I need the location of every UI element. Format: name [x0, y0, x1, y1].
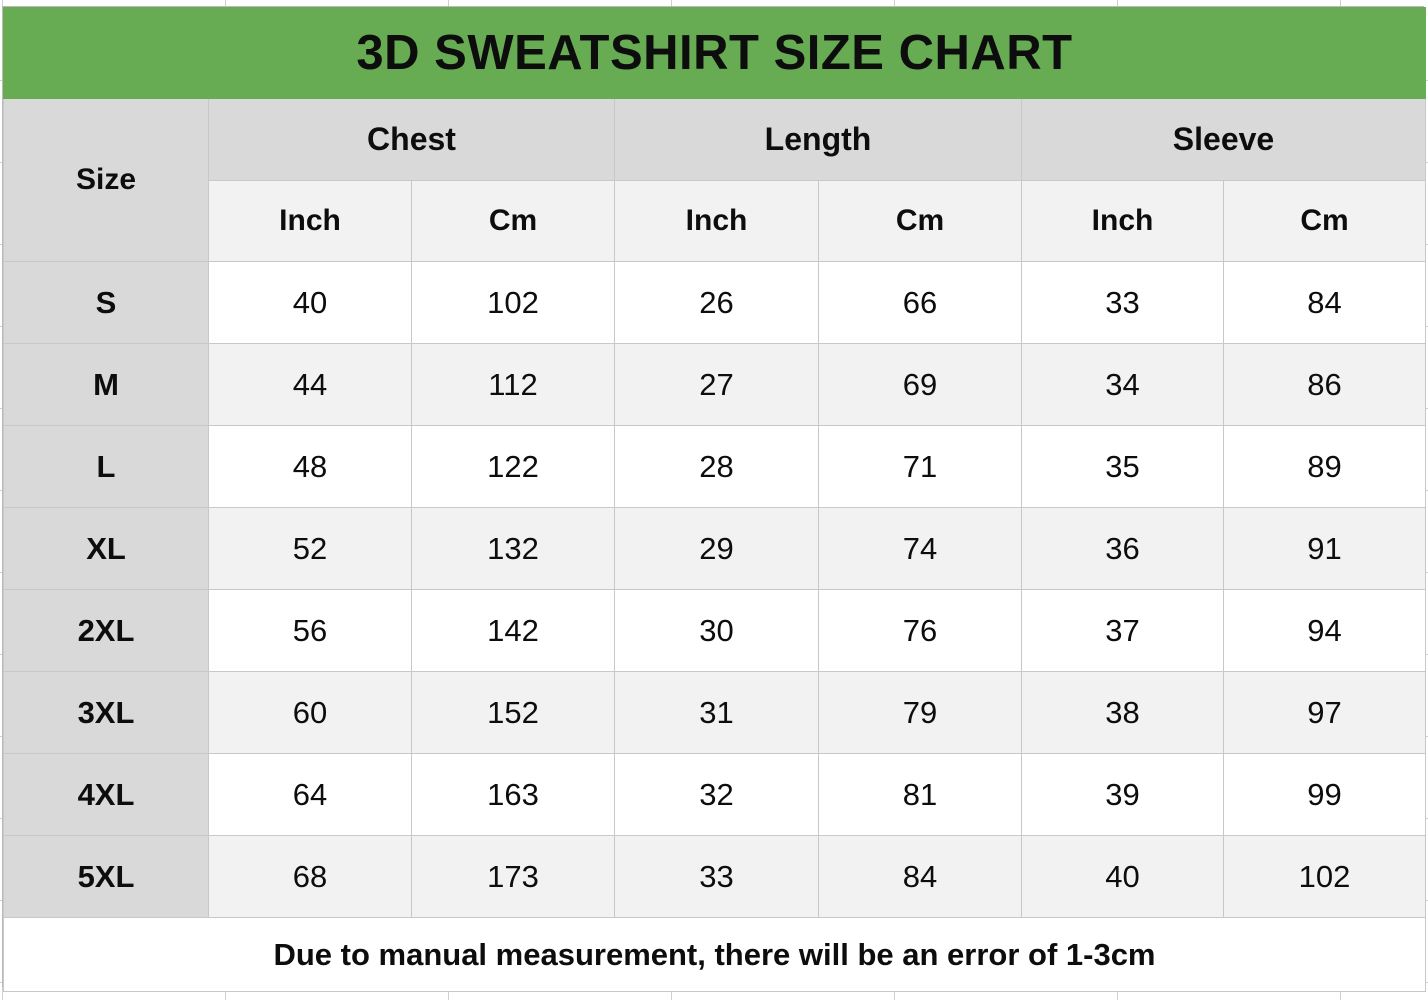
- table-footer: Due to manual measurement, there will be…: [3, 917, 1426, 992]
- cell-sleeve-inch: 38: [1021, 671, 1224, 754]
- unit-header-chest-cm: Cm: [411, 180, 615, 262]
- cell-length-inch: 28: [614, 425, 819, 508]
- cell-length-cm: 66: [818, 261, 1022, 344]
- table-row: 5XL 68 173 33 84 40 102: [3, 835, 1426, 918]
- chart-title: 3D SWEATSHIRT SIZE CHART: [3, 7, 1426, 99]
- cell-length-cm: 71: [818, 425, 1022, 508]
- table-row: XL 52 132 29 74 36 91: [3, 507, 1426, 590]
- cell-length-cm: 76: [818, 589, 1022, 672]
- cell-sleeve-inch: 34: [1021, 343, 1224, 426]
- cell-chest-cm: 112: [411, 343, 615, 426]
- unit-header-length-cm: Cm: [818, 180, 1022, 262]
- size-label-l: L: [3, 425, 209, 508]
- cell-length-inch: 33: [614, 835, 819, 918]
- cell-chest-inch: 52: [208, 507, 412, 590]
- cell-sleeve-cm: 91: [1223, 507, 1426, 590]
- table-row: M 44 112 27 69 34 86: [3, 343, 1426, 426]
- cell-length-inch: 32: [614, 753, 819, 836]
- cell-chest-inch: 64: [208, 753, 412, 836]
- size-label-4xl: 4XL: [3, 753, 209, 836]
- cell-sleeve-cm: 102: [1223, 835, 1426, 918]
- cell-chest-inch: 44: [208, 343, 412, 426]
- measurement-note: Due to manual measurement, there will be…: [3, 917, 1426, 992]
- note-row: Due to manual measurement, there will be…: [3, 917, 1426, 992]
- unit-header-chest-inch: Inch: [208, 180, 412, 262]
- cell-sleeve-inch: 35: [1021, 425, 1224, 508]
- cell-chest-cm: 142: [411, 589, 615, 672]
- unit-header-sleeve-cm: Cm: [1223, 180, 1426, 262]
- size-label-5xl: 5XL: [3, 835, 209, 918]
- cell-chest-inch: 40: [208, 261, 412, 344]
- cell-sleeve-cm: 86: [1223, 343, 1426, 426]
- size-label-xl: XL: [3, 507, 209, 590]
- unit-header-length-inch: Inch: [614, 180, 819, 262]
- cell-sleeve-cm: 84: [1223, 261, 1426, 344]
- cell-sleeve-inch: 36: [1021, 507, 1224, 590]
- cell-length-cm: 74: [818, 507, 1022, 590]
- cell-chest-inch: 68: [208, 835, 412, 918]
- unit-header-row: Inch Cm Inch Cm Inch Cm: [4, 180, 1426, 262]
- cell-length-inch: 26: [614, 261, 819, 344]
- cell-length-inch: 29: [614, 507, 819, 590]
- cell-sleeve-cm: 94: [1223, 589, 1426, 672]
- title-row: 3D SWEATSHIRT SIZE CHART: [3, 7, 1426, 99]
- cell-length-cm: 84: [818, 835, 1022, 918]
- cell-chest-inch: 60: [208, 671, 412, 754]
- cell-chest-cm: 132: [411, 507, 615, 590]
- unit-header-sleeve-inch: Inch: [1021, 180, 1224, 262]
- cell-sleeve-inch: 33: [1021, 261, 1224, 344]
- size-chart-table: 3D SWEATSHIRT SIZE CHART Size Chest Leng…: [3, 7, 1426, 992]
- table-row: 2XL 56 142 30 76 37 94: [3, 589, 1426, 672]
- table-header: 3D SWEATSHIRT SIZE CHART Size Chest Leng…: [3, 7, 1426, 262]
- size-label-3xl: 3XL: [3, 671, 209, 754]
- cell-chest-cm: 152: [411, 671, 615, 754]
- cell-length-inch: 30: [614, 589, 819, 672]
- table-row: S 40 102 26 66 33 84: [3, 261, 1426, 344]
- cell-chest-cm: 122: [411, 425, 615, 508]
- cell-sleeve-inch: 40: [1021, 835, 1224, 918]
- cell-sleeve-inch: 37: [1021, 589, 1224, 672]
- cell-chest-cm: 102: [411, 261, 615, 344]
- group-header-row: Size Chest Length Sleeve: [3, 98, 1426, 262]
- table-body: S 40 102 26 66 33 84 M 44 112 27 69 34 86 L 48 122 28 71 35…: [3, 261, 1426, 918]
- cell-length-cm: 81: [818, 753, 1022, 836]
- cell-sleeve-cm: 99: [1223, 753, 1426, 836]
- cell-chest-cm: 173: [411, 835, 615, 918]
- size-label-m: M: [3, 343, 209, 426]
- cell-length-cm: 69: [818, 343, 1022, 426]
- cell-sleeve-cm: 97: [1223, 671, 1426, 754]
- cell-sleeve-inch: 39: [1021, 753, 1224, 836]
- table-row: 3XL 60 152 31 79 38 97: [3, 671, 1426, 754]
- cell-length-inch: 31: [614, 671, 819, 754]
- column-group-sleeve: Sleeve: [1021, 98, 1426, 181]
- table-row: L 48 122 28 71 35 89: [3, 425, 1426, 508]
- cell-chest-cm: 163: [411, 753, 615, 836]
- size-chart-table-container: 3D SWEATSHIRT SIZE CHART Size Chest Leng…: [2, 6, 1426, 992]
- cell-sleeve-cm: 89: [1223, 425, 1426, 508]
- table-row: 4XL 64 163 32 81 39 99: [3, 753, 1426, 836]
- size-label-s: S: [3, 261, 209, 344]
- cell-chest-inch: 48: [208, 425, 412, 508]
- column-group-chest: Chest: [208, 98, 615, 181]
- column-header-size: Size: [3, 98, 209, 262]
- cell-chest-inch: 56: [208, 589, 412, 672]
- size-label-2xl: 2XL: [3, 589, 209, 672]
- column-group-length: Length: [614, 98, 1022, 181]
- cell-length-cm: 79: [818, 671, 1022, 754]
- cell-length-inch: 27: [614, 343, 819, 426]
